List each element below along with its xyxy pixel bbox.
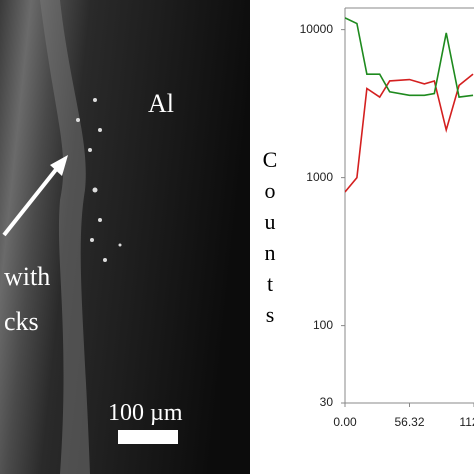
arrow: [2, 160, 64, 237]
y-tick-label: 30: [320, 395, 334, 409]
region-label: Al: [148, 89, 174, 118]
scale-bar: [118, 430, 178, 444]
y-axis-label: Counts: [258, 147, 283, 333]
series-line: [345, 73, 474, 193]
x-tick-label: 0.00: [333, 415, 357, 429]
plot-area: [345, 17, 474, 193]
y-tick-label: 10000: [300, 22, 334, 36]
y-tick-label: 1000: [306, 170, 333, 184]
x-tick-label: 56.32: [394, 415, 424, 429]
particles: [76, 98, 122, 262]
sem-image: [0, 0, 250, 474]
x-tick-label: 112.6: [459, 415, 474, 429]
y-tick-label: 100: [313, 318, 333, 332]
arrow-head: [50, 155, 68, 176]
scale-label: 100 µm: [108, 400, 183, 426]
series-line: [345, 17, 474, 98]
arrow-label: cks: [4, 307, 39, 336]
arrow-label: with: [4, 262, 50, 291]
